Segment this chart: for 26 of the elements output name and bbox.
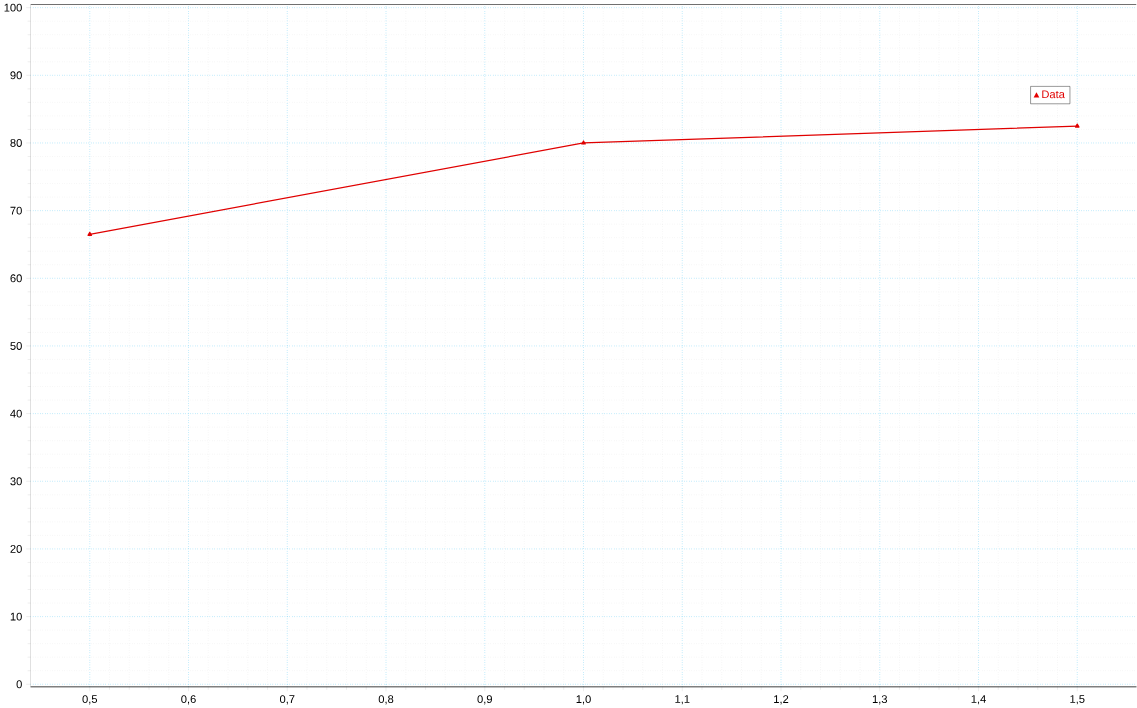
y-tick-label: 80	[10, 138, 22, 147]
x-tick-label: 1,5	[1070, 695, 1085, 705]
x-tick-label: 1,0	[576, 695, 591, 705]
y-tick-label: 90	[10, 71, 22, 80]
y-tick-label: 50	[10, 341, 22, 350]
y-tick-label: 70	[10, 206, 22, 215]
x-tick-label: 1,2	[774, 695, 789, 705]
x-tick-label: 0,8	[378, 695, 394, 705]
y-tick-label: 0	[16, 680, 22, 689]
x-tick-label: 0,6	[181, 695, 196, 705]
point	[1074, 123, 1080, 128]
x-tick-label: 1,1	[675, 695, 690, 705]
y-tick-label: 10	[10, 612, 22, 621]
x-tick-label: 0,7	[279, 695, 295, 705]
x-tick-label: 0,5	[82, 695, 98, 705]
y-tick-label: 30	[10, 477, 22, 486]
legend-label: Data	[1042, 90, 1065, 99]
x-tick-label: 1,4	[971, 695, 986, 705]
y-tick-label: 20	[10, 544, 22, 553]
x-tick-label: 0,9	[477, 695, 492, 705]
point	[87, 231, 93, 236]
point	[581, 140, 586, 145]
y-tick-label: 40	[10, 409, 22, 418]
x-tick-label: 1,3	[872, 695, 888, 705]
y-tick-label: 60	[10, 274, 22, 283]
y-tick-label: 100	[4, 3, 22, 12]
